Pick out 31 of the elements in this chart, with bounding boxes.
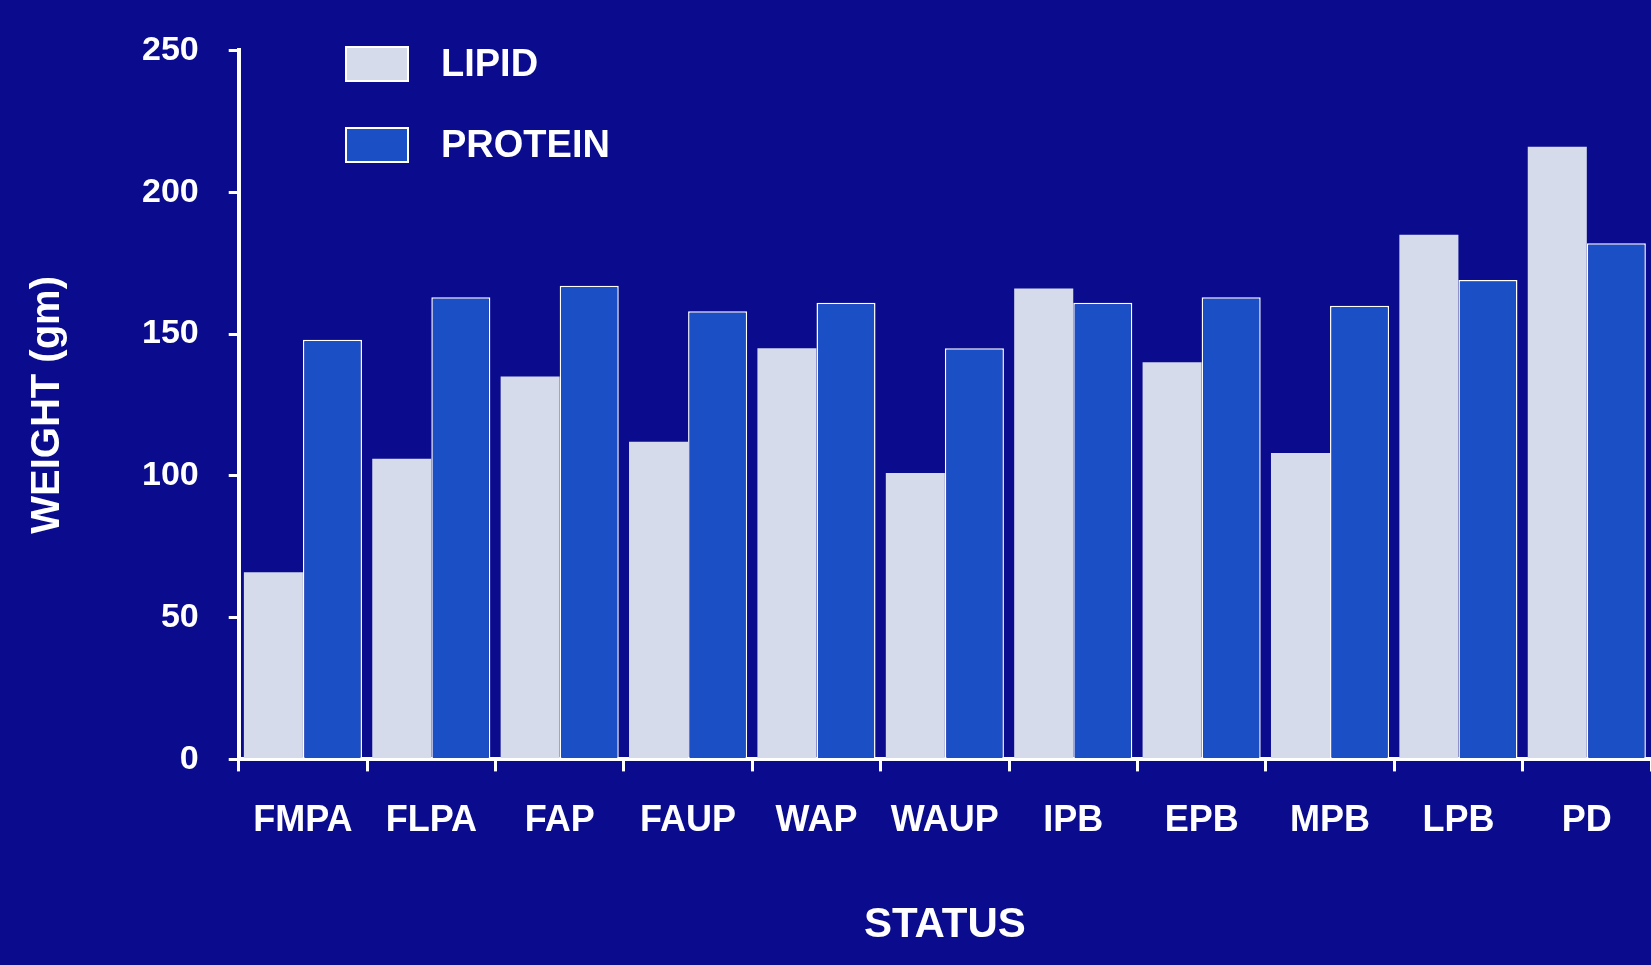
x-tick-label: FLPA [385, 797, 477, 839]
y-tick-label: 150 [141, 312, 199, 351]
bar [1399, 234, 1459, 758]
bar [885, 472, 945, 758]
x-tick-label: FMPA [253, 797, 353, 839]
x-tick-label: PD [1561, 797, 1612, 839]
bar [243, 572, 303, 758]
x-tick-label: IPB [1043, 797, 1104, 839]
bar [1270, 453, 1331, 758]
x-tick-label: WAUP [890, 797, 999, 839]
y-tick-label: 0 [179, 737, 199, 776]
y-axis-title: WEIGHT (gm) [23, 276, 68, 534]
x-tick-label: MPB [1290, 797, 1371, 839]
x-tick-label: EPB [1164, 797, 1239, 839]
legend-label: LIPID [441, 42, 539, 85]
y-tick-label: 100 [141, 454, 199, 493]
y-tick-label: 200 [141, 170, 199, 209]
x-axis-title: STATUS [863, 899, 1026, 947]
bar [372, 458, 432, 758]
x-tick-label: WAP [775, 797, 858, 839]
x-tick-label: FAUP [640, 797, 737, 839]
y-tick-label: 50 [160, 595, 199, 634]
bar [500, 376, 560, 758]
legend-label: PROTEIN [441, 123, 610, 166]
bar [629, 441, 689, 758]
bar [1014, 288, 1074, 758]
y-tick-label: 250 [141, 28, 199, 67]
bar [1142, 362, 1202, 758]
x-tick-label: FAP [524, 797, 595, 839]
x-tick-label: LPB [1422, 797, 1495, 839]
bar [757, 348, 817, 758]
